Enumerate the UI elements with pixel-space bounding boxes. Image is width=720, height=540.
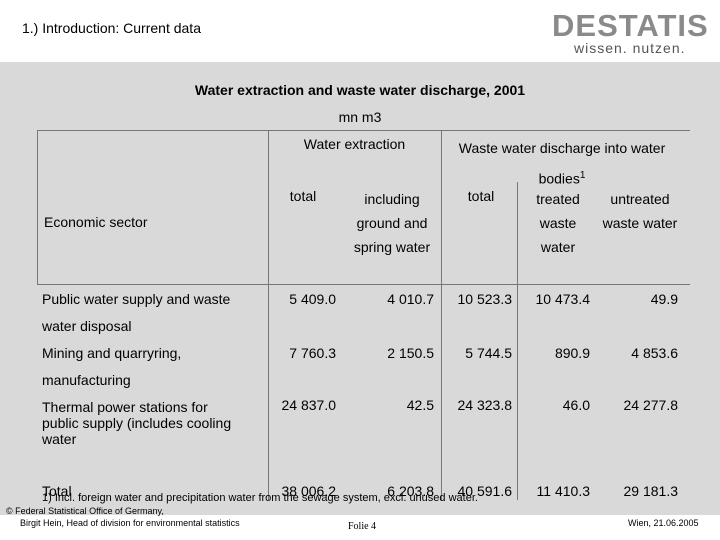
cell-value: 890.9 — [554, 345, 590, 361]
cell-value: 5 744.5 — [465, 345, 512, 361]
cell-value: 10 523.3 — [457, 291, 513, 307]
rule — [37, 130, 690, 131]
cell-value: 38 006.2 — [281, 483, 337, 499]
cell-value: 5 409.0 — [289, 291, 336, 307]
row-label: Mining and quarryring, manufacturing — [42, 345, 182, 388]
column-header: total — [289, 188, 317, 204]
rule — [441, 130, 442, 500]
cell-value: 4 853.6 — [631, 345, 678, 361]
group-header: Waste water discharge into water bodies1 — [452, 135, 672, 193]
slide-number: Folie 4 — [348, 521, 377, 532]
cell-value: 46.0 — [562, 397, 590, 413]
footnote-mark: 1 — [579, 170, 586, 181]
rule — [37, 284, 690, 285]
logo-tagline: wissen. nutzen. — [574, 40, 686, 56]
column-header: untreated waste water — [602, 191, 678, 231]
author: Birgit Hein, Head of division for enviro… — [20, 518, 240, 528]
cell-value: 24 323.8 — [457, 397, 513, 413]
row-label: Thermal power stations for public supply… — [42, 399, 232, 447]
logo: DESTATIS — [552, 8, 709, 43]
place-date: Wien, 21.06.2005 — [628, 518, 699, 528]
column-header: treated waste water — [536, 191, 580, 255]
rule — [268, 130, 269, 500]
cell-value: 6 203.8 — [387, 483, 434, 499]
row-label: Public water supply and waste water disp… — [42, 291, 231, 334]
cell-value: 4 010.7 — [387, 291, 434, 307]
cell-value: 24 837.0 — [281, 397, 337, 413]
cell-value: 11 410.3 — [536, 483, 590, 499]
rule — [37, 130, 38, 285]
slide-title: 1.) Introduction: Current data — [22, 20, 201, 36]
cell-value: 24 277.8 — [623, 397, 679, 413]
row-label: Total — [42, 483, 72, 499]
cell-value: 2 150.5 — [387, 345, 434, 361]
cell-value: 49.9 — [650, 291, 678, 307]
content-band — [0, 62, 720, 515]
table-unit: mn m3 — [338, 109, 382, 125]
group-header: Water extraction — [303, 136, 406, 152]
column-header: including ground and spring water — [353, 191, 431, 255]
cell-value: 40 591.6 — [457, 483, 513, 499]
cell-value: 42.5 — [406, 397, 434, 413]
row-header: Economic sector — [44, 214, 148, 230]
cell-value: 7 760.3 — [289, 345, 336, 361]
cell-value: 10 473.4 — [535, 291, 591, 307]
table-title: Water extraction and waste water dischar… — [194, 82, 526, 98]
rule — [517, 182, 518, 500]
group-header-text: Waste water discharge into water bodies — [458, 140, 666, 187]
column-header: total — [467, 188, 495, 204]
footnote: 1) Incl. foreign water and precipitation… — [42, 492, 478, 504]
cell-value: 29 181.3 — [623, 483, 679, 499]
copyright: © Federal Statistical Office of Germany, — [6, 506, 164, 516]
